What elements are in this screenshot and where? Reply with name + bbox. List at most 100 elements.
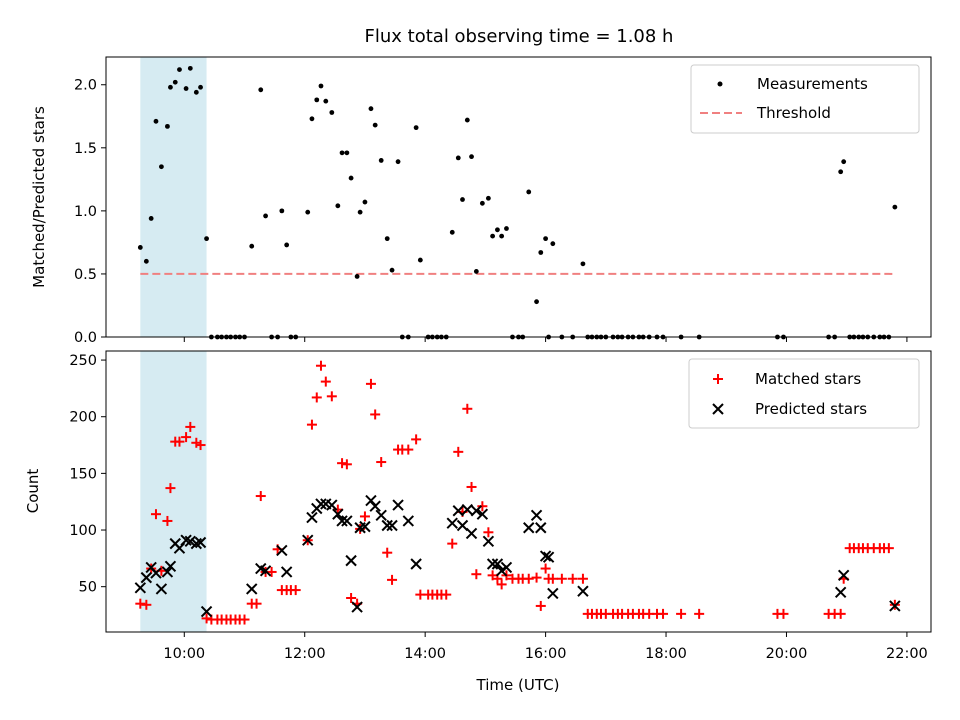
matched-star-point xyxy=(201,613,212,624)
matched-star-point xyxy=(266,566,277,577)
y-tick-label: 150 xyxy=(69,466,97,482)
measurement-point xyxy=(249,243,255,249)
predicted-star-point xyxy=(280,566,293,578)
legend-matched-label: Matched stars xyxy=(755,370,861,388)
matched-star-point xyxy=(471,569,482,580)
predicted-star-point xyxy=(547,587,559,600)
matched-star-point xyxy=(341,459,352,470)
predicted-star-point xyxy=(542,551,555,563)
predicted-star-point xyxy=(375,509,387,522)
predicted-star-point xyxy=(539,550,552,562)
measurement-point xyxy=(177,67,182,73)
predicted-star-point xyxy=(259,565,272,577)
measurement-point xyxy=(309,116,315,122)
y-tick-label: 50 xyxy=(79,580,97,596)
predicted-star-point xyxy=(155,583,168,595)
measurement-point xyxy=(368,106,374,112)
measurement-point xyxy=(580,261,586,267)
x-tick-label: 22:00 xyxy=(886,646,928,662)
predicted-star-point xyxy=(194,536,207,549)
measurement-point xyxy=(168,84,173,90)
measurement-point xyxy=(165,123,170,129)
measurement-point xyxy=(417,257,423,263)
measurement-point xyxy=(372,122,378,128)
predicted-star-point xyxy=(369,500,381,512)
predicted-star-point xyxy=(535,522,547,534)
measurement-point xyxy=(499,233,505,239)
predicted-star-point xyxy=(332,508,344,520)
x-tick-label: 10:00 xyxy=(163,646,205,662)
matched-star-point xyxy=(251,598,262,609)
top-shaded-time-span xyxy=(140,57,207,337)
matched-star-point xyxy=(181,432,192,443)
predicted-star-point xyxy=(140,571,153,584)
predicted-star-point xyxy=(306,511,318,524)
measurement-point xyxy=(362,199,368,205)
measurement-point xyxy=(204,236,209,242)
predicted-star-point xyxy=(486,558,499,570)
measurement-point xyxy=(258,87,264,93)
matched-star-point xyxy=(462,403,473,414)
measurement-point xyxy=(473,269,479,274)
matched-star-point xyxy=(477,501,488,512)
y-tick-label: 0.5 xyxy=(74,267,97,283)
matched-star-point xyxy=(567,573,578,584)
measurement-point xyxy=(354,274,360,279)
matched-star-point xyxy=(376,457,387,468)
matched-star-point xyxy=(658,608,669,619)
matched-star-point xyxy=(311,392,322,403)
measurement-point xyxy=(490,233,496,239)
measurement-point xyxy=(469,154,474,160)
matched-star-point xyxy=(382,547,393,558)
matched-star-point xyxy=(556,573,567,584)
measurement-point xyxy=(543,236,548,242)
bottom-shaded-time-span xyxy=(140,351,207,632)
predicted-star-point xyxy=(134,582,147,594)
predicted-star-point xyxy=(889,600,901,612)
matched-star-point xyxy=(447,538,458,549)
predicted-star-point xyxy=(365,494,377,507)
measurement-point xyxy=(348,175,354,181)
measurement-point xyxy=(339,150,345,156)
matched-star-point xyxy=(523,573,534,584)
measurement-point xyxy=(318,83,324,89)
predicted-star-point xyxy=(381,519,393,532)
measurement-point xyxy=(314,97,320,103)
matched-star-point xyxy=(185,421,196,432)
y-tick-label: 200 xyxy=(69,410,97,426)
x-tick-label: 20:00 xyxy=(766,646,808,662)
measurement-point xyxy=(183,86,189,91)
matched-star-point xyxy=(315,360,326,371)
matched-star-point xyxy=(290,585,301,596)
measurement-point xyxy=(284,242,290,248)
matched-star-point xyxy=(150,509,161,520)
predicted-star-point xyxy=(470,505,483,517)
y-tick-label: 250 xyxy=(69,353,97,369)
predicted-star-point xyxy=(452,505,464,517)
measurement-point xyxy=(413,125,419,131)
predicted-star-point xyxy=(336,515,348,527)
predicted-star-point xyxy=(834,586,847,599)
x-axis-label: Time (UTC) xyxy=(476,676,560,694)
predicted-star-point xyxy=(184,535,197,548)
matched-star-point xyxy=(239,614,250,625)
bottom-legend-box xyxy=(688,358,920,429)
measurement-point xyxy=(550,241,556,247)
matched-star-point xyxy=(370,409,381,420)
bottom-y-ticks: 50 100 150 200 250 xyxy=(69,353,106,596)
measurement-point xyxy=(279,208,285,214)
measurement-point xyxy=(378,158,384,163)
measurement-point xyxy=(193,89,199,95)
predicted-star-point xyxy=(482,535,495,548)
top-axes-frame xyxy=(105,56,932,338)
matched-star-point xyxy=(676,608,687,619)
predicted-star-point xyxy=(345,554,357,567)
predicted-star-point xyxy=(200,605,213,618)
bottom-y-axis-label: Count xyxy=(24,469,42,514)
measurement-point xyxy=(449,229,455,235)
matched-star-point xyxy=(694,608,705,619)
predicted-star-point xyxy=(359,520,371,533)
matched-star-point xyxy=(483,527,494,538)
x-tick-label: 12:00 xyxy=(284,646,326,662)
predicted-star-point xyxy=(530,509,543,522)
